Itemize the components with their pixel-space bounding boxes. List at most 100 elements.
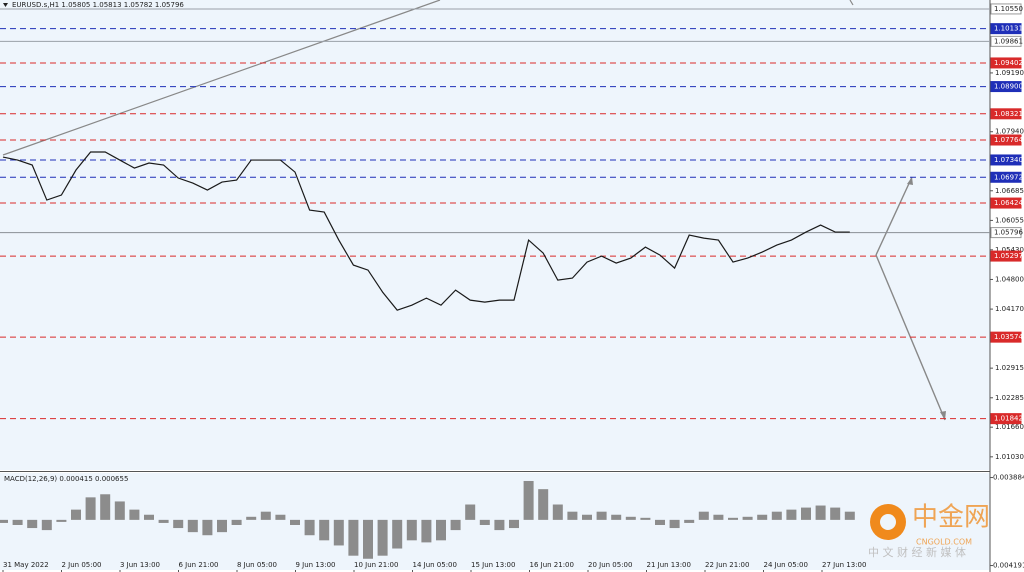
macd-bar (173, 519, 184, 529)
macd-bar (625, 516, 636, 520)
level-label: 1.10131 (994, 25, 1023, 33)
macd-bar (114, 501, 125, 520)
level-label: 1.03574 (994, 333, 1023, 341)
macd-bar (85, 497, 96, 520)
trend-line (2, 0, 441, 156)
y-tick-label: 1.01660 (995, 423, 1024, 431)
macd-bar (144, 514, 154, 520)
arrow-head (907, 177, 913, 185)
macd-bar (71, 509, 81, 520)
menu-arrow[interactable] (3, 3, 8, 7)
level-label: 1.05297 (994, 252, 1023, 260)
watermark-site: CNGOLD.COM (916, 538, 972, 547)
x-tick-label: 2 Jun 05:00 (62, 561, 102, 569)
macd-bar (392, 519, 403, 549)
macd-bar (801, 507, 811, 520)
macd-bar (56, 519, 67, 522)
y-tick-label: 1.05430 (995, 246, 1024, 254)
x-tick-label: 10 Jun 21:00 (354, 561, 398, 569)
macd-bar (290, 519, 300, 525)
arrow-head (940, 411, 946, 420)
macd-bar (275, 514, 286, 520)
level-label: 1.06972 (994, 173, 1023, 181)
macd-bar (567, 511, 578, 520)
macd-bar (684, 519, 695, 523)
level-label: 1.07340 (994, 156, 1023, 164)
macd-bar (786, 509, 797, 520)
macd-bar (552, 504, 563, 520)
y-tick-label: 1.04170 (995, 305, 1024, 313)
macd-bar (406, 519, 417, 541)
macd-bar (246, 516, 257, 520)
level-label: 1.06424 (994, 199, 1023, 207)
macd-bar (421, 519, 432, 543)
x-tick-label: 9 Jun 13:00 (296, 561, 336, 569)
macd-bar (742, 516, 753, 520)
macd-bar (260, 511, 271, 520)
level-label: 1.10550 (994, 5, 1023, 13)
macd-bar (187, 519, 198, 533)
level-box (990, 35, 1022, 47)
projection-up (875, 176, 913, 256)
level-box (990, 250, 1022, 262)
y-tick-label: 1.01030 (995, 453, 1024, 461)
macd-bar (41, 519, 52, 531)
logo-inner (880, 514, 896, 530)
macd-bar (771, 511, 782, 520)
macd-bar (100, 494, 111, 520)
x-tick-label: 24 Jun 05:00 (764, 561, 808, 569)
x-tick-label: 21 Jun 13:00 (647, 561, 691, 569)
x-tick-label: 3 Jun 13:00 (120, 561, 160, 569)
level-box (990, 57, 1022, 69)
macd-bar (0, 519, 8, 523)
chart-title: EURUSD.s,H1 1.05805 1.05813 1.05782 1.05… (12, 1, 184, 9)
y-tick-label: 1.04800 (995, 275, 1024, 283)
x-tick-label: 31 May 2022 (3, 561, 49, 569)
macd-bar (231, 519, 242, 525)
macd-bar (494, 519, 505, 531)
y-tick-label: 1.06055 (995, 216, 1024, 224)
x-tick-label: 20 Jun 05:00 (588, 561, 632, 569)
level-box (990, 331, 1022, 343)
macd-bar (698, 511, 709, 520)
watermark-name: 中金网 (912, 503, 990, 533)
macd-bar (363, 519, 373, 559)
level-box (990, 23, 1022, 35)
macd-bar (713, 514, 724, 520)
level-label: 1.09861 (994, 37, 1023, 45)
level-box (990, 413, 1022, 425)
macd-bar (611, 514, 622, 520)
macd-bar (158, 519, 169, 523)
y-tick-label: 1.09190 (995, 69, 1024, 77)
level-box (990, 108, 1022, 120)
level-label: 1.01842 (994, 415, 1023, 423)
level-box (990, 3, 1022, 15)
macd-bar (844, 511, 855, 520)
macd-bar (333, 519, 344, 546)
macd-bar (582, 514, 592, 520)
macd-bar (217, 519, 227, 533)
level-label: 1.08900 (994, 83, 1023, 91)
macd-y-tick-label: 0.004191 (993, 562, 1024, 570)
price-line (2, 151, 850, 311)
macd-bar (450, 519, 461, 531)
level-box (990, 197, 1022, 209)
level-box (990, 154, 1022, 166)
macd-bar (815, 505, 826, 520)
watermark: 中金网 CNGOLD.COM 中 文 财 经 新 媒 体 (868, 503, 990, 560)
macd-bar (596, 511, 607, 520)
macd-bar (830, 507, 841, 520)
x-tick-label: 22 Jun 21:00 (705, 561, 749, 569)
macd-bar (129, 509, 140, 520)
y-tick-label: 1.07940 (995, 128, 1024, 136)
macd-bar (669, 519, 680, 529)
level-label: 1.09402 (994, 59, 1023, 67)
macd-bar (12, 519, 23, 525)
level-box (990, 171, 1022, 183)
macd-bar (304, 519, 315, 536)
x-tick-label: 8 Jun 05:00 (237, 561, 277, 569)
trend-line (849, 0, 854, 6)
x-tick-label: 14 Jun 05:00 (413, 561, 457, 569)
macd-y-tick-label: 0.003884 (993, 474, 1024, 482)
